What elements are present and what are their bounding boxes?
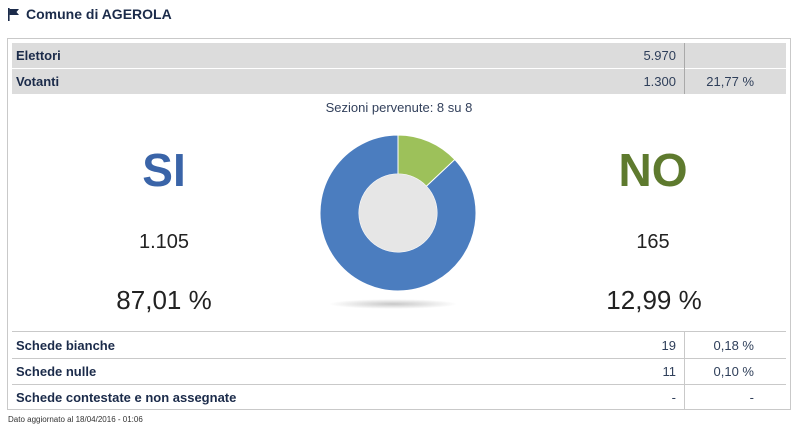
page-title: Comune di AGEROLA xyxy=(8,6,172,22)
votanti-value: 1.300 xyxy=(643,74,676,89)
schede-nulle-pct: 0,10 % xyxy=(713,364,754,379)
no-votes: 165 xyxy=(636,231,670,253)
votanti-label: Votanti xyxy=(16,74,60,89)
column-divider xyxy=(684,43,685,94)
page-title-text: Comune di AGEROLA xyxy=(26,6,172,22)
schede-bianche-pct: 0,18 % xyxy=(713,338,754,353)
elettori-label: Elettori xyxy=(16,48,61,63)
results-donut-chart xyxy=(319,134,477,292)
row-schede-bianche: Schede bianche 19 0,18 % xyxy=(12,333,786,358)
divider xyxy=(12,68,786,69)
schede-contestate-value: - xyxy=(671,390,676,405)
schede-contestate-pct: - xyxy=(749,390,754,405)
schede-nulle-label: Schede nulle xyxy=(16,364,97,379)
votanti-pct: 21,77 % xyxy=(706,74,754,89)
column-divider xyxy=(684,331,685,409)
elettori-value: 5.970 xyxy=(643,48,676,63)
row-schede-contestate: Schede contestate e non assegnate - - xyxy=(12,385,786,410)
last-updated: Dato aggiornato al 18/04/2016 - 01:06 xyxy=(8,415,143,424)
sezioni-pervenute: Sezioni pervenute: 8 su 8 xyxy=(325,100,473,115)
flag-icon xyxy=(8,7,19,21)
row-elettori: Elettori 5.970 xyxy=(12,43,786,68)
schede-bianche-value: 19 xyxy=(661,338,676,353)
divider xyxy=(12,331,786,332)
schede-contestate-label: Schede contestate e non assegnate xyxy=(16,390,237,405)
si-percentage: 87,01 % xyxy=(116,285,212,315)
row-votanti: Votanti 1.300 21,77 % xyxy=(12,69,786,94)
si-label: SI xyxy=(142,144,186,196)
results-panel: Elettori 5.970 Votanti 1.300 21,77 % Sez… xyxy=(7,38,791,410)
schede-nulle-value: 11 xyxy=(662,364,677,379)
no-percentage: 12,99 % xyxy=(606,285,702,315)
donut-hole xyxy=(359,174,437,252)
schede-bianche-label: Schede bianche xyxy=(16,338,115,353)
no-label: NO xyxy=(618,144,688,196)
row-schede-nulle: Schede nulle 11 0,10 % xyxy=(12,359,786,384)
divider xyxy=(12,384,786,385)
divider xyxy=(12,358,786,359)
chart-shadow xyxy=(328,299,458,309)
si-votes: 1.105 xyxy=(138,231,190,253)
